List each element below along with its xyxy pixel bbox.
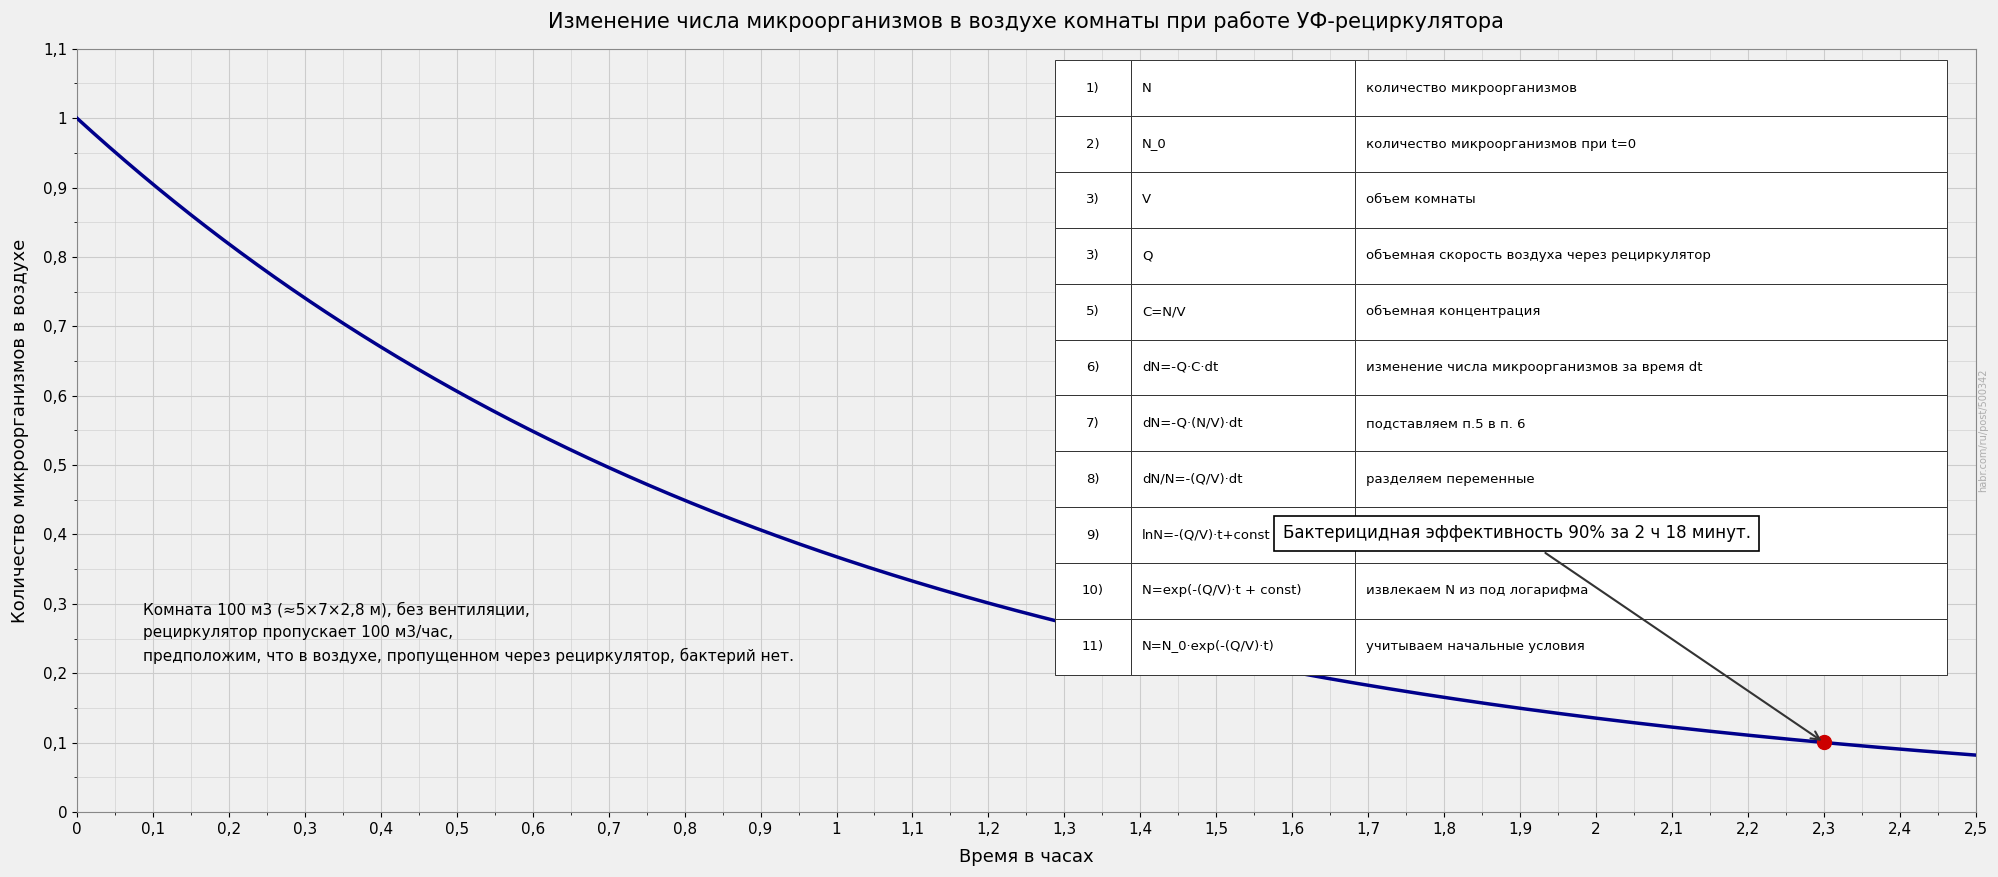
Bar (1131, 283, 1355, 339)
Bar (1355, 452, 1946, 507)
Text: 7): 7) (1085, 417, 1099, 430)
Text: объемная концентрация: объемная концентрация (1365, 305, 1540, 318)
Text: 10): 10) (1081, 584, 1103, 597)
Text: 11): 11) (1081, 640, 1103, 653)
Text: 6): 6) (1085, 361, 1099, 374)
Bar (1131, 228, 1355, 283)
Text: N_0: N_0 (1141, 138, 1167, 151)
Text: количество микроорганизмов при t=0: количество микроорганизмов при t=0 (1365, 138, 1636, 151)
X-axis label: Время в часах: Время в часах (959, 848, 1093, 866)
Text: C=N/V: C=N/V (1141, 305, 1185, 318)
Bar (1355, 619, 1946, 674)
Text: учитываем начальные условия: учитываем начальные условия (1365, 640, 1584, 653)
Text: 5): 5) (1085, 305, 1099, 318)
Bar (1131, 396, 1355, 452)
Text: интегрируем: интегрируем (1365, 529, 1459, 541)
Text: 3): 3) (1085, 249, 1099, 262)
Bar (1055, 172, 1131, 228)
Bar (1055, 563, 1131, 619)
Text: N: N (1141, 82, 1151, 95)
Text: разделяем переменные: разделяем переменные (1365, 473, 1534, 486)
Text: lnN=-(Q/V)·t+const: lnN=-(Q/V)·t+const (1141, 529, 1271, 541)
Text: dN/N=-(Q/V)·dt: dN/N=-(Q/V)·dt (1141, 473, 1243, 486)
Text: dN=-Q·C·dt: dN=-Q·C·dt (1141, 361, 1219, 374)
Bar (1131, 339, 1355, 396)
Text: Бактерицидная эффективность 90% за 2 ч 18 минут.: Бактерицидная эффективность 90% за 2 ч 1… (1283, 524, 1818, 739)
Text: Q: Q (1141, 249, 1153, 262)
Bar (1355, 61, 1946, 116)
Bar (1131, 61, 1355, 116)
Bar (1355, 116, 1946, 172)
Bar (1355, 172, 1946, 228)
Bar (1131, 619, 1355, 674)
Text: 3): 3) (1085, 193, 1099, 206)
Bar (1055, 507, 1131, 563)
Bar (1055, 452, 1131, 507)
Bar (1055, 339, 1131, 396)
Bar (1355, 283, 1946, 339)
Text: объемная скорость воздуха через рециркулятор: объемная скорость воздуха через рециркул… (1365, 249, 1710, 262)
Bar (1055, 619, 1131, 674)
Text: N=N_0·exp(-(Q/V)·t): N=N_0·exp(-(Q/V)·t) (1141, 640, 1275, 653)
Bar (1055, 116, 1131, 172)
Bar (1355, 507, 1946, 563)
Bar (1131, 563, 1355, 619)
Text: количество микроорганизмов: количество микроорганизмов (1365, 82, 1576, 95)
Text: 8): 8) (1085, 473, 1099, 486)
Text: N=exp(-(Q/V)·t + const): N=exp(-(Q/V)·t + const) (1141, 584, 1301, 597)
Bar (1355, 563, 1946, 619)
Text: изменение числа микроорганизмов за время dt: изменение числа микроорганизмов за время… (1365, 361, 1702, 374)
Bar (1131, 452, 1355, 507)
Bar (1055, 396, 1131, 452)
Text: 1): 1) (1085, 82, 1099, 95)
Text: подставляем п.5 в п. 6: подставляем п.5 в п. 6 (1365, 417, 1524, 430)
Text: объем комнаты: объем комнаты (1365, 193, 1475, 206)
Bar (1055, 228, 1131, 283)
Text: 2): 2) (1085, 138, 1099, 151)
Text: 9): 9) (1085, 529, 1099, 541)
Bar (1131, 116, 1355, 172)
Bar (1355, 228, 1946, 283)
Bar (1131, 172, 1355, 228)
Bar (1055, 283, 1131, 339)
Text: dN=-Q·(N/V)·dt: dN=-Q·(N/V)·dt (1141, 417, 1243, 430)
Title: Изменение числа микроорганизмов в воздухе комнаты при работе УФ-рециркулятора: Изменение числа микроорганизмов в воздух… (547, 11, 1504, 32)
Bar (1355, 396, 1946, 452)
Y-axis label: Количество микроорганизмов в воздухе: Количество микроорганизмов в воздухе (12, 239, 30, 623)
Text: Комната 100 м3 (≈5×7×2,8 м), без вентиляции,
рециркулятор пропускает 100 м3/час,: Комната 100 м3 (≈5×7×2,8 м), без вентиля… (144, 602, 793, 664)
Bar (1055, 61, 1131, 116)
Text: V: V (1141, 193, 1151, 206)
Bar (1131, 507, 1355, 563)
Bar (1355, 339, 1946, 396)
Text: habr.com/ru/post/500342: habr.com/ru/post/500342 (1976, 368, 1986, 492)
Text: извлекаем N из под логарифма: извлекаем N из под логарифма (1365, 584, 1588, 597)
